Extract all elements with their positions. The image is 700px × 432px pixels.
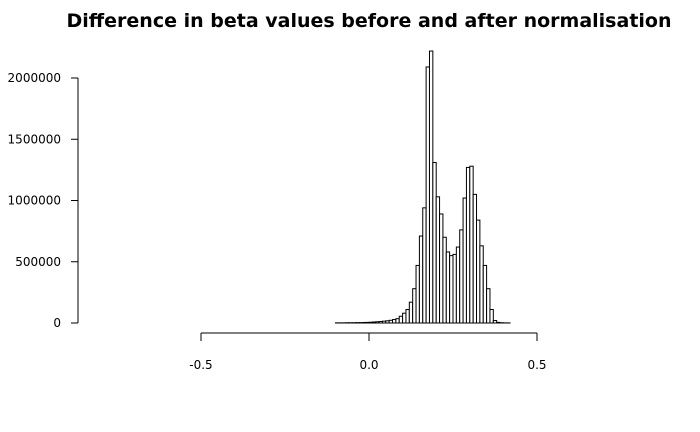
histogram-bar [496,321,501,324]
histogram-bar [445,251,451,324]
histogram-bar [418,235,424,324]
histogram-bar [408,301,414,324]
histogram-bar [388,319,394,324]
histogram-bar [452,253,457,324]
y-tick-label: 500000 [15,255,61,269]
histogram-bar [412,288,417,324]
histogram-bar [449,255,454,324]
histogram-bar [398,315,404,324]
y-tick-label: 0 [53,316,61,330]
histogram-bar [368,321,373,324]
x-tick-label: -0.5 [189,358,212,372]
histogram-bar [428,50,434,324]
histogram-bar [459,229,464,324]
x-tick-label: 0.0 [359,358,378,372]
histogram-bar [492,320,498,324]
y-tick-label: 2000000 [8,71,61,85]
histogram-bar [378,321,383,324]
y-axis: 0 500000 1000000 1500000 2000000 [8,71,79,330]
histogram-bar [415,264,420,324]
histogram-bar [482,264,488,324]
histogram-bar [371,321,377,324]
histogram-bar [476,219,481,324]
y-tick-label: 1500000 [8,132,61,146]
histogram-bar [472,193,478,324]
histogram-bars [334,50,511,324]
histogram-bar [425,66,430,324]
histogram-bar [381,320,387,324]
histogram-bar [392,319,397,324]
histogram-bar [442,236,447,324]
histogram-bar [462,197,467,324]
histogram-bar [395,318,400,324]
histogram-bar [375,321,380,324]
histogram-bar [402,312,407,324]
histogram-bar [432,162,437,324]
histogram-bar [486,288,491,324]
histogram-bar [489,309,494,324]
histogram-bar [479,245,484,324]
x-tick-label: 0.5 [527,358,546,372]
histogram-bar [435,196,441,324]
x-axis: -0.5 0.0 0.5 [189,332,547,372]
histogram-bar [439,213,444,324]
histogram-bar [422,207,427,324]
chart-title: Difference in beta values before and aft… [66,10,671,32]
histogram-bar [455,246,461,324]
histogram-bar [469,165,474,324]
y-tick-label: 1000000 [8,194,61,208]
histogram-bar [465,166,471,324]
histogram-bar [405,309,410,324]
histogram-bar [385,320,390,324]
histogram-bar [365,321,370,324]
